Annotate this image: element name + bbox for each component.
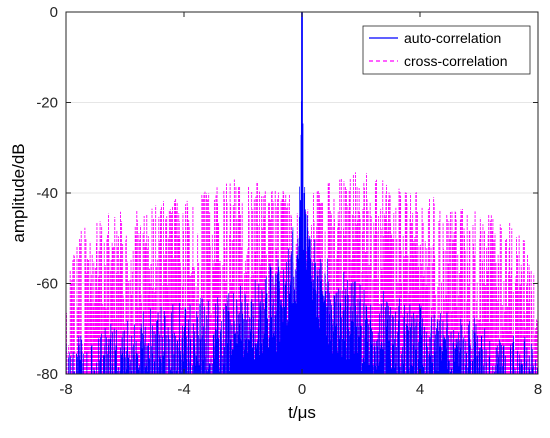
legend-label-cross-correlation: cross-correlation <box>404 53 507 69</box>
x-axis-label: t/μs <box>288 403 316 422</box>
y-axis-label: amplitude/dB <box>9 143 28 242</box>
y-tick-label: -60 <box>36 276 58 293</box>
x-tick-label: -8 <box>59 381 72 398</box>
data-series <box>65 12 539 374</box>
x-tick-label: 0 <box>298 381 306 398</box>
y-tick-label: -40 <box>36 185 58 202</box>
x-tick-label: 4 <box>416 381 424 398</box>
y-tick-label: -20 <box>36 95 58 112</box>
legend-box <box>362 25 531 75</box>
x-tick-label: 8 <box>534 381 542 398</box>
x-tick-label: -4 <box>177 381 190 398</box>
y-tick-label: 0 <box>50 4 58 21</box>
legend-label-auto-correlation: auto-correlation <box>404 30 501 46</box>
ticks: -8 -4 0 4 80-20-40-60-80 <box>36 4 542 398</box>
y-tick-label: -80 <box>36 366 58 383</box>
legend: auto-correlation cross-correlation <box>362 25 531 75</box>
